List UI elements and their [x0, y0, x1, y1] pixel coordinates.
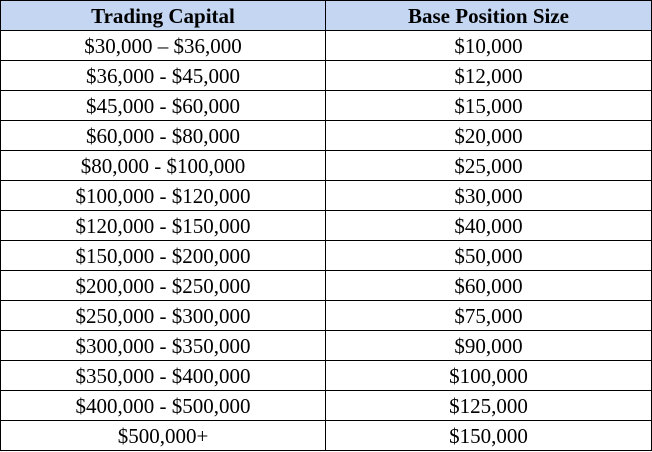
trading-capital-cell: $350,000 - $400,000 — [0, 360, 326, 391]
table-row: $400,000 - $500,000 $125,000 — [0, 390, 652, 421]
table-row: $36,000 - $45,000 $12,000 — [0, 60, 652, 91]
trading-capital-cell: $250,000 - $300,000 — [0, 300, 326, 331]
trading-capital-cell: $120,000 - $150,000 — [0, 210, 326, 241]
base-position-size-cell: $50,000 — [325, 240, 652, 271]
base-position-size-cell: $15,000 — [325, 90, 652, 121]
base-position-size-cell: $75,000 — [325, 300, 652, 331]
base-position-size-cell: $40,000 — [325, 210, 652, 241]
table-row: $300,000 - $350,000 $90,000 — [0, 330, 652, 361]
trading-capital-cell: $36,000 - $45,000 — [0, 60, 326, 91]
header-trading-capital: Trading Capital — [0, 0, 326, 31]
base-position-size-cell: $25,000 — [325, 150, 652, 181]
table-row: $350,000 - $400,000 $100,000 — [0, 360, 652, 391]
trading-capital-cell: $500,000+ — [0, 420, 326, 451]
table-row: $120,000 - $150,000 $40,000 — [0, 210, 652, 241]
trading-capital-cell: $150,000 - $200,000 — [0, 240, 326, 271]
base-position-size-cell: $60,000 — [325, 270, 652, 301]
base-position-size-cell: $20,000 — [325, 120, 652, 151]
table-row: $80,000 - $100,000 $25,000 — [0, 150, 652, 181]
base-position-size-cell: $150,000 — [325, 420, 652, 451]
table-header-row: Trading Capital Base Position Size — [0, 0, 652, 31]
base-position-size-cell: $10,000 — [325, 30, 652, 61]
base-position-size-cell: $100,000 — [325, 360, 652, 391]
base-position-size-cell: $12,000 — [325, 60, 652, 91]
trading-capital-cell: $80,000 - $100,000 — [0, 150, 326, 181]
table-row: $30,000 – $36,000 $10,000 — [0, 30, 652, 61]
table-row: $60,000 - $80,000 $20,000 — [0, 120, 652, 151]
trading-capital-cell: $400,000 - $500,000 — [0, 390, 326, 421]
trading-capital-cell: $300,000 - $350,000 — [0, 330, 326, 361]
table-row: $100,000 - $120,000 $30,000 — [0, 180, 652, 211]
header-base-position-size: Base Position Size — [325, 0, 652, 31]
base-position-size-cell: $90,000 — [325, 330, 652, 361]
trading-capital-cell: $200,000 - $250,000 — [0, 270, 326, 301]
table-row: $45,000 - $60,000 $15,000 — [0, 90, 652, 121]
base-position-size-cell: $30,000 — [325, 180, 652, 211]
trading-capital-cell: $45,000 - $60,000 — [0, 90, 326, 121]
table-row: $150,000 - $200,000 $50,000 — [0, 240, 652, 271]
base-position-size-cell: $125,000 — [325, 390, 652, 421]
table-row: $250,000 - $300,000 $75,000 — [0, 300, 652, 331]
trading-capital-cell: $30,000 – $36,000 — [0, 30, 326, 61]
trading-capital-cell: $60,000 - $80,000 — [0, 120, 326, 151]
table-row: $500,000+ $150,000 — [0, 420, 652, 451]
trading-capital-cell: $100,000 - $120,000 — [0, 180, 326, 211]
table-row: $200,000 - $250,000 $60,000 — [0, 270, 652, 301]
